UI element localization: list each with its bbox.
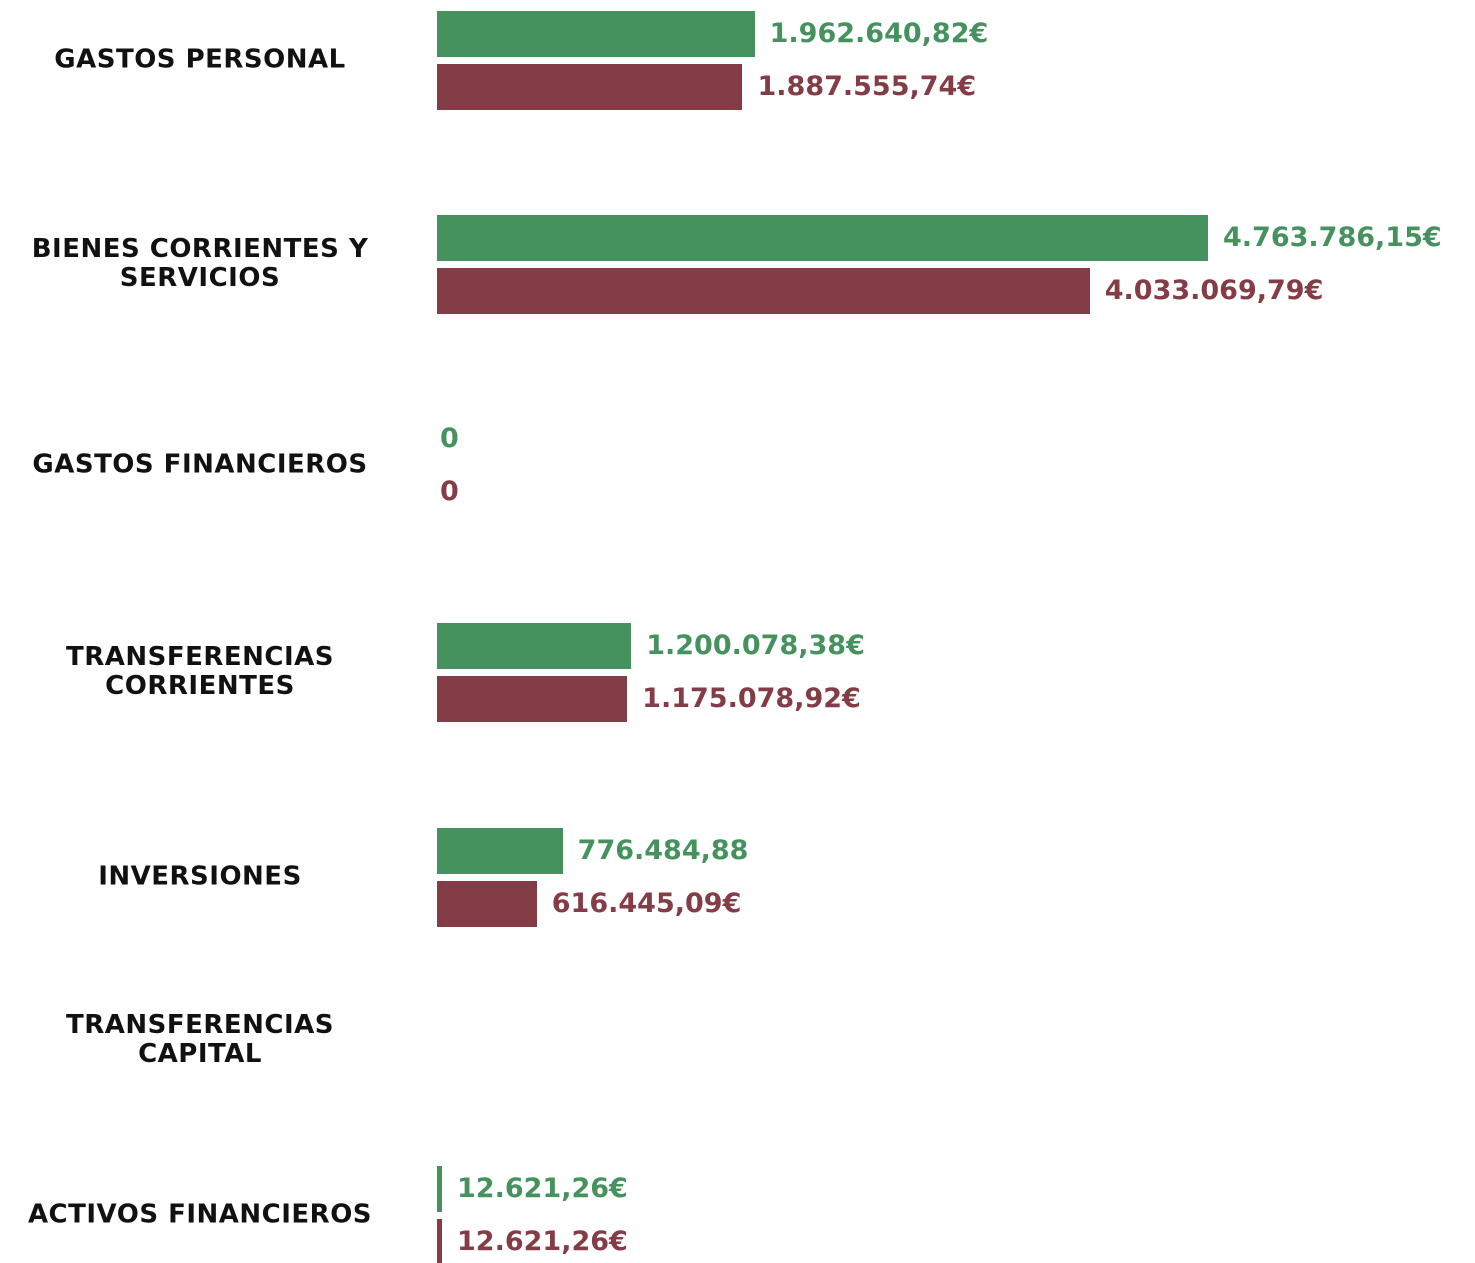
value-label: 1.887.555,74€ xyxy=(757,71,977,102)
bar xyxy=(437,828,563,874)
value-label: 1.962.640,82€ xyxy=(769,18,989,49)
value-label: 0 xyxy=(440,476,459,507)
value-label: 12.621,26€ xyxy=(457,1173,628,1204)
bar xyxy=(437,1166,442,1212)
bar xyxy=(437,623,632,669)
bar xyxy=(437,676,628,722)
bar xyxy=(437,881,537,927)
bar xyxy=(437,1219,442,1263)
value-label: 0 xyxy=(440,423,459,454)
bar xyxy=(437,11,755,57)
value-label: 4.033.069,79€ xyxy=(1104,275,1324,306)
category-label: BIENES CORRIENTES Y SERVICIOS xyxy=(31,234,369,293)
category-label: TRANSFERENCIAS CAPITAL xyxy=(65,1010,335,1069)
value-label: 1.175.078,92€ xyxy=(642,683,861,714)
bar xyxy=(437,268,1090,314)
value-label: 12.621,26€ xyxy=(457,1226,628,1257)
bar xyxy=(437,215,1208,261)
bar xyxy=(437,64,743,110)
value-label: 4.763.786,15€ xyxy=(1223,222,1442,253)
category-label: INVERSIONES xyxy=(98,861,302,892)
category-label: TRANSFERENCIAS CORRIENTES xyxy=(65,642,335,701)
category-label: ACTIVOS FINANCIEROS xyxy=(27,1199,373,1230)
value-label: 616.445,09€ xyxy=(551,888,742,919)
value-label: 1.200.078,38€ xyxy=(646,630,865,661)
value-label: 776.484,88 xyxy=(577,835,749,866)
category-label: GASTOS FINANCIEROS xyxy=(32,449,368,480)
category-label: GASTOS PERSONAL xyxy=(54,44,346,75)
